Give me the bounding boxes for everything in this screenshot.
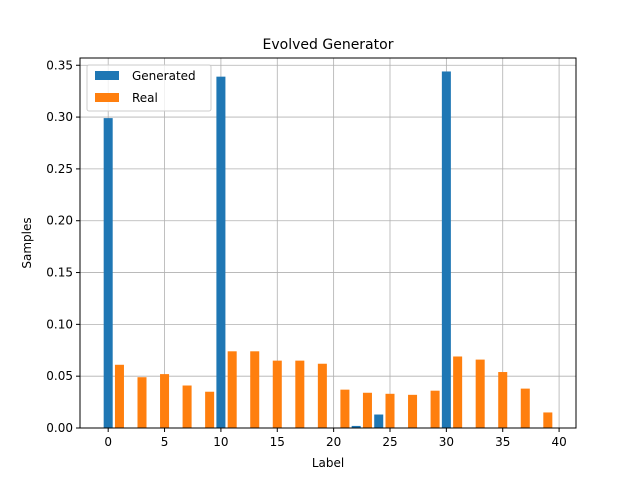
- bar-real: [430, 390, 440, 428]
- bar-real: [362, 392, 372, 428]
- x-tick-label: 10: [213, 435, 228, 449]
- bar-generated: [374, 414, 384, 428]
- x-tick-label: 30: [439, 435, 454, 449]
- bar-real: [340, 389, 350, 428]
- bar-real: [160, 374, 170, 428]
- plot-area-frame: [79, 57, 577, 429]
- x-tick-label: 0: [104, 435, 112, 449]
- chart-title: Evolved Generator: [263, 37, 394, 53]
- bar-generated: [351, 425, 361, 428]
- bar-real: [227, 351, 237, 428]
- bar-real: [250, 351, 260, 428]
- y-axis-label: Samples: [20, 217, 34, 268]
- bar-real: [205, 391, 215, 428]
- y-tick-label: 0.10: [46, 317, 73, 331]
- y-tick-label: 0.00: [46, 421, 73, 435]
- bar-generated: [441, 71, 451, 428]
- x-axis-label: Label: [312, 456, 344, 470]
- bar-real: [385, 393, 395, 428]
- bar-real: [475, 359, 485, 428]
- bar-real: [408, 394, 418, 428]
- x-tick-label: 40: [551, 435, 566, 449]
- x-tick-label: 20: [326, 435, 341, 449]
- bar-real: [498, 372, 508, 428]
- bar-real: [114, 364, 124, 428]
- bar-real: [453, 356, 463, 428]
- x-tick-label: 25: [382, 435, 397, 449]
- bar-generated: [216, 76, 226, 429]
- axis-ticks: 0 5 10 15 20 25 30 35 40 0.00 0.05 0.10 0.15 0.20 0.25…: [46, 58, 566, 449]
- legend-label-generated: Generated: [132, 69, 196, 83]
- y-tick-label: 0.15: [46, 266, 73, 280]
- legend-swatch-real: [95, 93, 119, 102]
- bar-real: [520, 388, 530, 428]
- y-tick-label: 0.05: [46, 369, 73, 383]
- y-tick-label: 0.30: [46, 110, 73, 124]
- bar-real: [543, 412, 553, 428]
- x-tick-label: 15: [270, 435, 285, 449]
- bar-real: [295, 360, 305, 428]
- bar-real: [272, 360, 282, 428]
- bar-real: [317, 363, 327, 428]
- y-tick-label: 0.20: [46, 214, 73, 228]
- bars: [103, 71, 553, 429]
- y-tick-label: 0.35: [46, 58, 73, 72]
- x-tick-label: 5: [161, 435, 169, 449]
- bar-real: [182, 385, 192, 428]
- bar-real: [137, 377, 147, 428]
- legend-label-real: Real: [132, 91, 158, 105]
- y-tick-label: 0.25: [46, 162, 73, 176]
- x-tick-label: 35: [495, 435, 510, 449]
- legend: Generated Real: [86, 64, 212, 112]
- bar-generated: [103, 118, 113, 428]
- legend-swatch-generated: [95, 71, 119, 80]
